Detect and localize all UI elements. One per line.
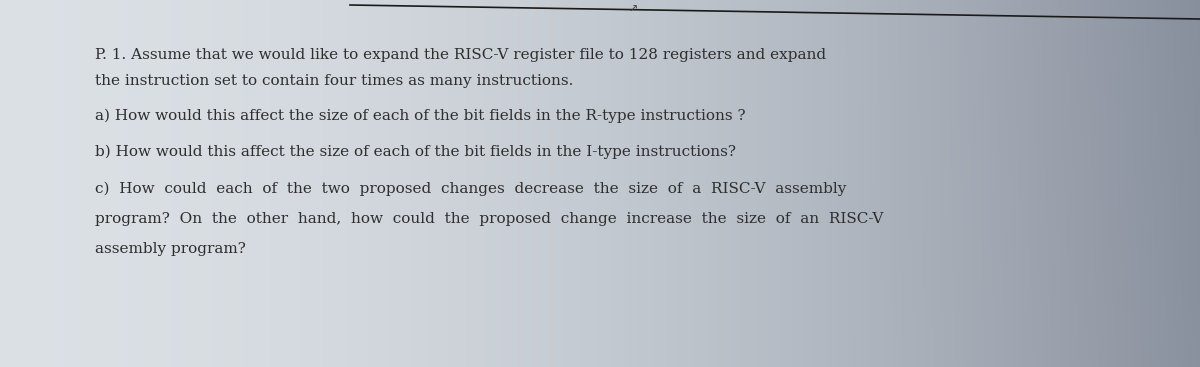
Text: a) How would this affect the size of each of the bit fields in the R-type instru: a) How would this affect the size of eac… bbox=[95, 109, 745, 123]
Text: program?  On  the  other  hand,  how  could  the  proposed  change  increase  th: program? On the other hand, how could th… bbox=[95, 212, 883, 226]
Text: the instruction set to contain four times as many instructions.: the instruction set to contain four time… bbox=[95, 74, 574, 88]
Text: assembly program?: assembly program? bbox=[95, 242, 246, 256]
Text: c)  How  could  each  of  the  two  proposed  changes  decrease  the  size  of  : c) How could each of the two proposed ch… bbox=[95, 182, 846, 196]
Text: P. 1. Assume that we would like to expand the RISC-V register file to 128 regist: P. 1. Assume that we would like to expan… bbox=[95, 48, 826, 62]
Text: ↗: ↗ bbox=[628, 5, 637, 15]
Text: b) How would this affect the size of each of the bit fields in the I-type instru: b) How would this affect the size of eac… bbox=[95, 145, 736, 159]
